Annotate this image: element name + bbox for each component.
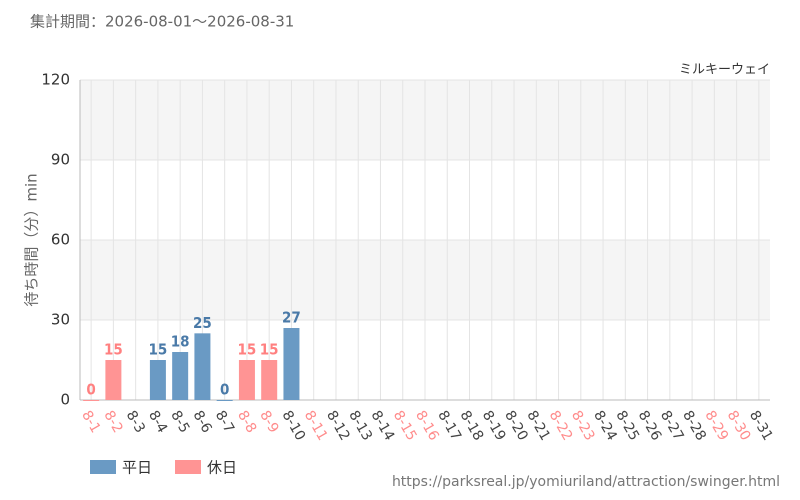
y-tick-label: 90: [51, 151, 70, 169]
value-label: 0: [220, 381, 229, 399]
y-tick-label: 30: [51, 311, 70, 329]
x-tick-label: 8-1: [78, 408, 103, 436]
value-label: 0: [86, 381, 95, 399]
bar: [105, 360, 122, 400]
y-axis-label: 待ち時間（分）min: [23, 173, 41, 306]
bar: [238, 360, 255, 400]
bar: [83, 400, 100, 401]
chart-title: 集計期間：2026-08-01～2026-08-31: [30, 13, 294, 31]
bar: [194, 333, 211, 400]
x-tick-label: 8-8: [234, 408, 259, 436]
y-tick-label: 60: [51, 231, 70, 249]
bar: [172, 352, 189, 400]
x-tick-label: 8-7: [212, 408, 237, 436]
value-label: 25: [193, 314, 212, 332]
bar: [283, 328, 300, 400]
legend-label: 休日: [207, 459, 237, 477]
bar: [216, 400, 233, 401]
value-label: 27: [282, 309, 301, 327]
value-label: 15: [238, 341, 257, 359]
bar: [261, 360, 278, 400]
x-tick-label: 8-2: [100, 408, 125, 436]
x-tick-label: 8-31: [746, 408, 776, 444]
value-label: 18: [171, 333, 190, 351]
x-tick-label: 8-3: [123, 408, 148, 436]
x-tick-label: 8-4: [145, 408, 170, 436]
value-label: 15: [104, 341, 123, 359]
x-tick-label: 8-5: [167, 408, 192, 436]
y-tick-label: 120: [41, 71, 70, 89]
x-tick-label: 8-9: [256, 408, 281, 436]
source: https://parksreal.jp/yomiuriland/attract…: [392, 474, 780, 490]
y-tick-label: 0: [60, 391, 70, 409]
legend-swatch: [90, 460, 116, 474]
chart-subtitle: ミルキーウェイ: [679, 63, 770, 78]
legend-label: 平日: [122, 459, 152, 477]
bar: [149, 360, 166, 400]
value-label: 15: [149, 341, 168, 359]
value-label: 15: [260, 341, 279, 359]
legend-swatch: [175, 460, 201, 474]
x-tick-label: 8-6: [189, 408, 214, 436]
